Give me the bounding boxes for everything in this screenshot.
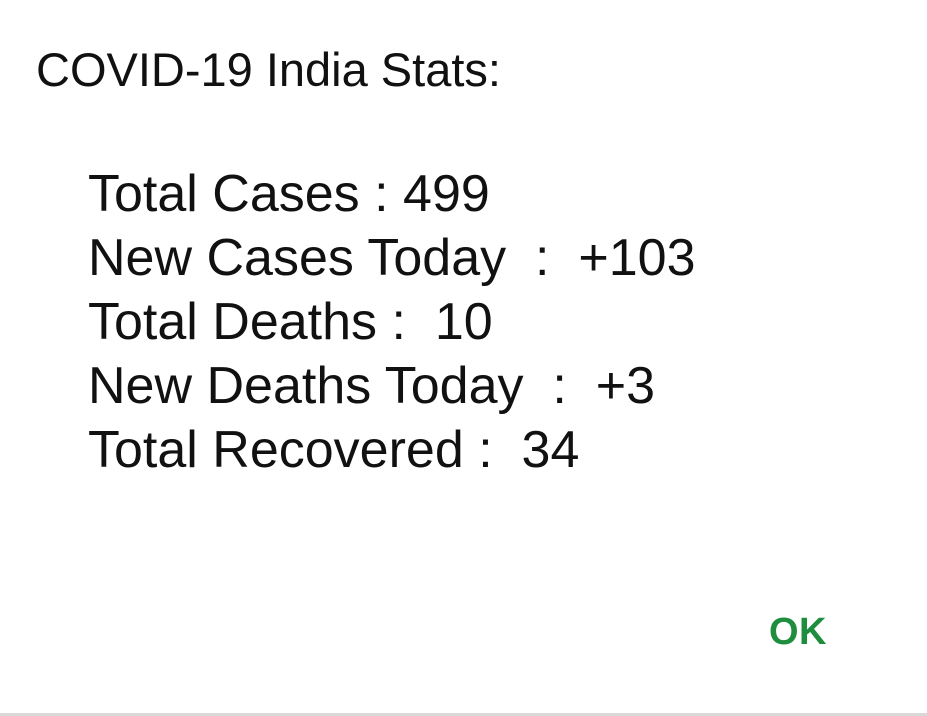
ok-button[interactable]: OK (769, 610, 827, 653)
dialog-bottom-edge (0, 713, 927, 716)
stats-list: Total Cases : 499 New Cases Today : +103… (88, 162, 696, 482)
stat-new-deaths-today: New Deaths Today : +3 (88, 357, 656, 415)
stat-total-cases: Total Cases : 499 (88, 165, 490, 223)
stat-new-cases-today: New Cases Today : +103 (88, 229, 696, 287)
stat-total-recovered: Total Recovered : 34 (88, 421, 580, 479)
dialog-title: COVID-19 India Stats: (36, 43, 501, 96)
stat-total-deaths: Total Deaths : 10 (88, 293, 493, 351)
